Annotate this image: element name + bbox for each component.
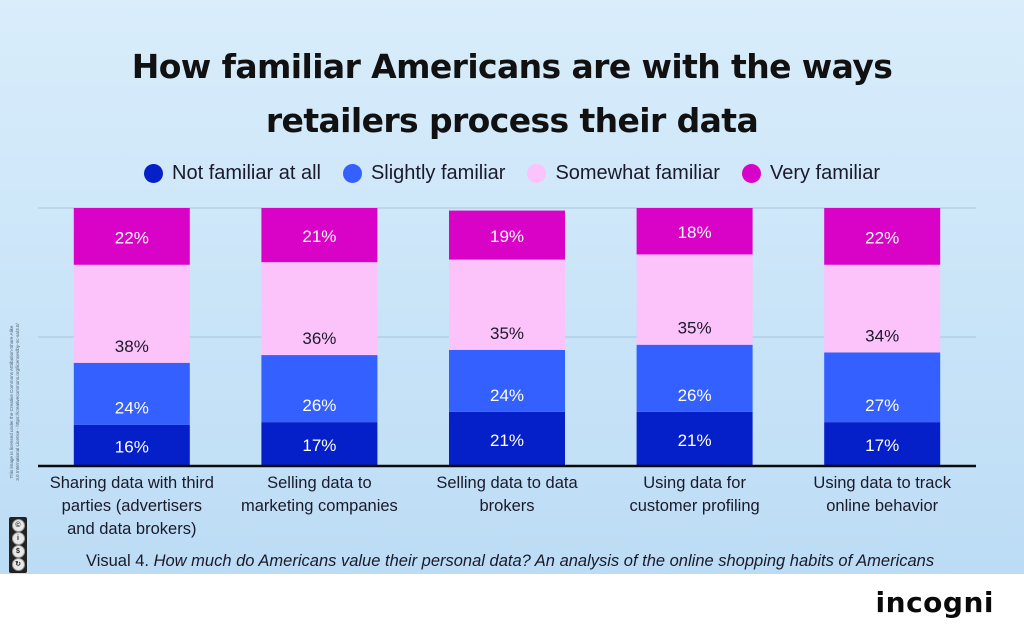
data-label: 38% [115, 337, 149, 356]
data-label: 21% [302, 227, 336, 246]
bar-segment [449, 411, 565, 466]
bar-segment [73, 264, 190, 363]
figure-caption: Visual 4. How much do Americans value th… [86, 552, 934, 571]
data-label: 26% [302, 396, 336, 415]
bar-segment [449, 259, 565, 350]
x-tick-label: Using data for [643, 474, 746, 492]
data-label: 18% [678, 223, 712, 242]
chart-title-line-1: How familiar Americans are with the ways [131, 47, 893, 86]
bar-segment [73, 424, 190, 466]
legend-swatch-very-familiar [741, 164, 761, 183]
bar-segment [73, 208, 190, 265]
bar-segment [261, 422, 378, 466]
sa-icon: ↻ [11, 558, 25, 571]
bar-segment [636, 411, 753, 466]
data-label: 21% [678, 431, 712, 450]
bar-segment [824, 352, 941, 423]
x-tick-label: online behavior [826, 497, 938, 515]
caption-prefix: Visual 4. [86, 552, 154, 570]
data-label: 17% [302, 436, 336, 455]
cc-icon: © [11, 519, 25, 532]
legend-label: Somewhat familiar [555, 162, 720, 184]
bar-segment [73, 362, 190, 425]
license-text: This image is licensed under the Creativ… [9, 323, 20, 481]
x-tick-label: Selling data to [267, 474, 372, 492]
data-label: 35% [490, 324, 524, 343]
bar-segment [636, 208, 753, 255]
data-label: 19% [490, 227, 524, 246]
bar-segment [261, 355, 378, 423]
bar-segment [449, 349, 565, 412]
data-label: 26% [678, 386, 712, 405]
data-label: 22% [865, 228, 899, 247]
data-label: 35% [678, 319, 712, 338]
data-label: 24% [115, 399, 149, 418]
x-tick-label: Sharing data with third [50, 474, 214, 492]
bar-segment [261, 208, 378, 263]
x-tick-label: Selling data to data [436, 474, 578, 492]
incogni-logo: incogni [875, 586, 994, 619]
legend-item-very-familiar: Very familiar [741, 162, 880, 185]
legend-swatch-slightly-familiar [342, 164, 362, 183]
data-label: 17% [865, 436, 899, 455]
data-label: 36% [302, 329, 336, 348]
bar-segment [636, 254, 753, 345]
data-label: 27% [865, 396, 899, 415]
caption-title: How much do Americans value their person… [153, 552, 935, 570]
x-tick-label: Using data to track [813, 474, 951, 492]
chart-title-line-2: retailers process their data [265, 101, 759, 140]
data-label: 16% [115, 437, 149, 456]
legend-swatch-not-familiar [144, 164, 164, 183]
data-label: 21% [490, 431, 524, 450]
x-tick-label: marketing companies [241, 497, 398, 515]
license-notice: This image is licensed under the Creativ… [4, 290, 26, 515]
legend-label: Very familiar [769, 162, 880, 184]
bar-segment [824, 422, 941, 466]
nc-icon: $ [11, 545, 25, 558]
creative-commons-badge-icon: © i $ ↻ [9, 517, 27, 573]
data-label: 34% [865, 326, 899, 345]
legend-item-somewhat-familiar: Somewhat familiar [527, 162, 720, 185]
data-label: 22% [115, 228, 149, 247]
legend-item-slightly-familiar: Slightly familiar [342, 162, 506, 185]
stacked-bar-chart: 16% 24% 38% 22% Sharing data with third parti… [38, 207, 976, 538]
bar-segment [261, 262, 378, 356]
legend-item-not-familiar: Not familiar at all [144, 162, 321, 185]
bar-segment [824, 208, 941, 265]
bar-segment [824, 264, 941, 353]
legend-swatch-somewhat-familiar [527, 164, 547, 183]
bar-segment [449, 210, 565, 260]
x-tick-label: brokers [479, 497, 534, 515]
legend-label: Not familiar at all [172, 162, 321, 184]
by-icon: i [11, 532, 25, 545]
legend-label: Slightly familiar [370, 162, 506, 184]
x-tick-label: customer profiling [629, 497, 759, 515]
legend: Not familiar at all Slightly familiar So… [0, 162, 1024, 185]
x-tick-label: and data brokers) [67, 520, 196, 538]
x-tick-label: parties (advertisers [62, 497, 202, 515]
data-label: 24% [490, 386, 524, 405]
bar-segment [636, 344, 753, 412]
